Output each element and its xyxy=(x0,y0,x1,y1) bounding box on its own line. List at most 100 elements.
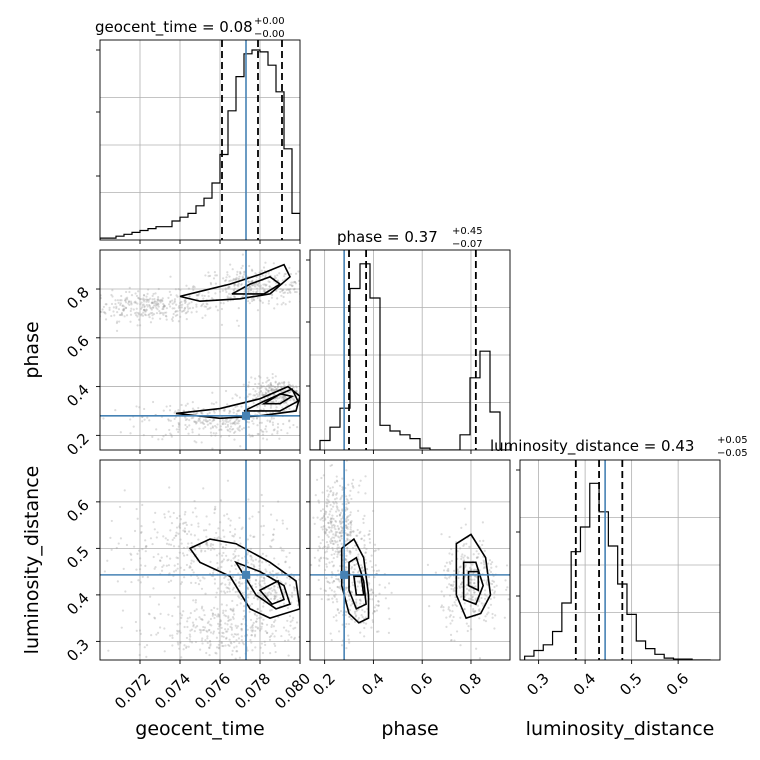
sample-point xyxy=(204,314,207,317)
sample-point xyxy=(220,565,223,569)
sample-point xyxy=(258,421,262,424)
sample-point xyxy=(227,628,230,631)
sample-point xyxy=(372,569,375,572)
sample-point xyxy=(201,618,204,621)
sample-point xyxy=(270,539,273,542)
sample-point xyxy=(346,537,349,540)
sample-point xyxy=(179,304,182,307)
sample-point xyxy=(190,541,193,545)
sample-point xyxy=(330,463,334,467)
sample-point xyxy=(229,519,232,522)
sample-point xyxy=(104,303,107,306)
sample-point xyxy=(168,634,172,637)
sample-point xyxy=(184,312,187,315)
sample-point xyxy=(363,544,366,547)
sample-point xyxy=(164,314,168,318)
sample-point xyxy=(239,272,242,275)
sample-point xyxy=(145,545,148,548)
sample-point xyxy=(272,625,275,628)
sample-point xyxy=(174,310,177,314)
sample-point xyxy=(230,623,233,626)
sample-point xyxy=(145,655,148,658)
sample-point xyxy=(292,627,295,630)
sample-point xyxy=(260,642,263,645)
sample-point xyxy=(333,502,336,505)
sample-point xyxy=(258,391,261,394)
sample-point xyxy=(337,528,340,531)
sample-point xyxy=(328,531,331,534)
sample-point xyxy=(268,563,271,567)
sample-point xyxy=(449,622,452,625)
sample-point xyxy=(151,435,154,438)
sample-point xyxy=(188,295,191,298)
sample-point xyxy=(387,607,390,610)
sample-point xyxy=(340,520,343,523)
sample-point xyxy=(144,545,148,548)
sample-point xyxy=(200,639,203,642)
sample-point xyxy=(262,266,266,269)
sample-point xyxy=(100,297,102,300)
sample-point xyxy=(332,542,335,546)
sample-point xyxy=(326,516,330,519)
sample-point xyxy=(249,638,252,642)
sample-point xyxy=(290,636,293,639)
sample-point xyxy=(274,276,277,280)
sample-point xyxy=(261,561,264,564)
histogram-luminosity_distance xyxy=(524,482,711,660)
sample-point xyxy=(349,552,352,555)
sample-point xyxy=(163,304,166,307)
sample-point xyxy=(137,290,140,293)
sample-point xyxy=(271,421,274,424)
sample-point xyxy=(282,395,285,398)
sample-point xyxy=(218,409,221,412)
sample-point xyxy=(335,510,338,513)
sample-point xyxy=(265,388,268,391)
sample-point xyxy=(208,646,211,649)
sample-point xyxy=(188,616,191,619)
sample-point xyxy=(211,420,214,423)
sample-point xyxy=(124,301,128,304)
sample-point xyxy=(234,278,237,281)
sample-point xyxy=(171,644,174,647)
sample-point xyxy=(258,387,261,390)
sample-point xyxy=(251,279,254,282)
sample-point xyxy=(318,560,321,563)
sample-point xyxy=(492,580,496,583)
sample-point xyxy=(329,521,333,524)
sample-point xyxy=(262,430,265,433)
sample-point xyxy=(332,565,335,568)
sample-point xyxy=(458,586,462,589)
sample-point xyxy=(262,437,265,440)
sample-point xyxy=(251,626,254,629)
sample-point xyxy=(237,283,240,287)
sample-point xyxy=(364,551,367,554)
sample-point xyxy=(219,420,222,423)
sample-point xyxy=(191,431,194,434)
sample-point xyxy=(192,560,195,563)
sample-point xyxy=(227,643,230,647)
sample-point xyxy=(356,580,360,583)
sample-point xyxy=(228,434,231,437)
sample-point xyxy=(130,580,133,584)
sample-point xyxy=(320,597,323,601)
sample-point xyxy=(184,521,188,524)
sample-point xyxy=(493,585,496,589)
sample-point xyxy=(228,644,231,648)
sample-point xyxy=(179,315,182,318)
sample-point xyxy=(270,388,274,391)
sample-point xyxy=(130,553,133,556)
sample-point xyxy=(143,308,146,311)
sample-point xyxy=(267,587,270,590)
sample-point xyxy=(305,429,307,431)
sample-point xyxy=(473,591,476,594)
sample-point xyxy=(206,303,209,306)
sample-point xyxy=(476,604,480,607)
sample-point xyxy=(469,604,472,607)
sample-point xyxy=(93,302,95,304)
sample-point xyxy=(137,311,140,315)
sample-point xyxy=(363,626,366,630)
sample-point xyxy=(199,631,202,634)
sample-point xyxy=(284,582,287,586)
sample-point xyxy=(228,581,231,584)
sample-point xyxy=(288,283,291,286)
